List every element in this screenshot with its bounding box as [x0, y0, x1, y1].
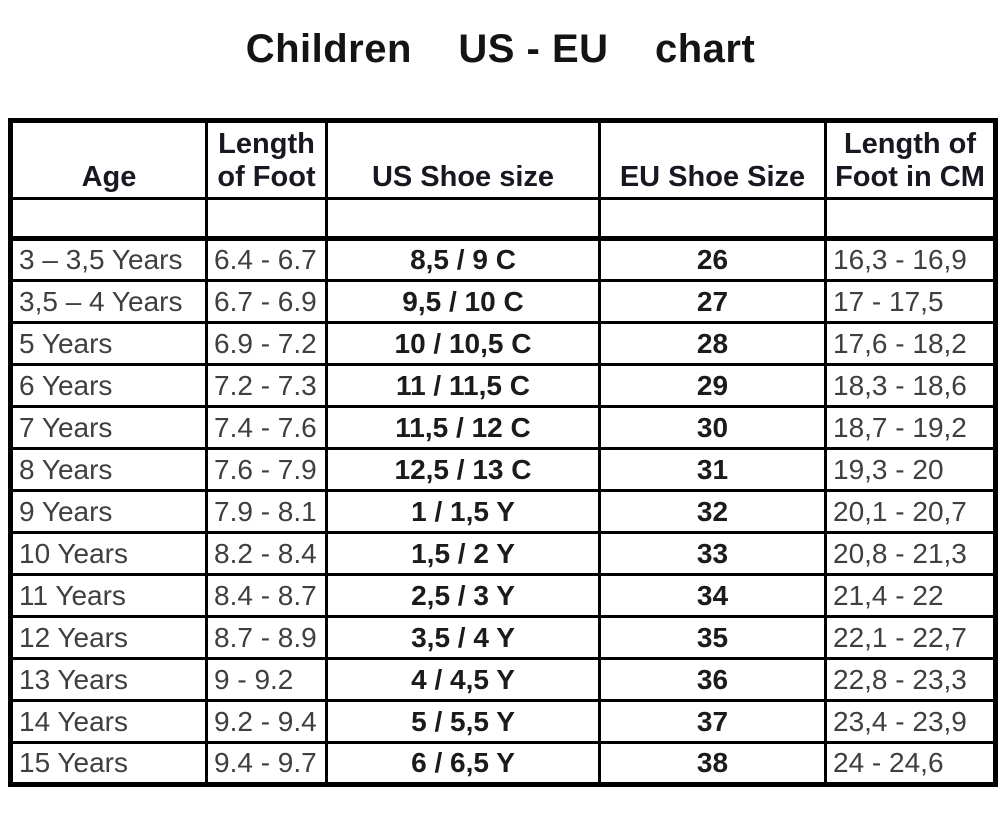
eu-size-cell: 29: [598, 363, 827, 408]
spacer-cell: [205, 197, 328, 241]
col-header-eu-size: EU Shoe Size: [598, 119, 827, 200]
eu-size-cell: 34: [598, 573, 827, 618]
spacer-cell: [9, 197, 208, 241]
us-size-cell: 2,5 / 3 Y: [325, 573, 601, 618]
foot-length-cell: 6.9 - 7.2: [205, 321, 328, 366]
eu-size-cell: 38: [598, 741, 827, 786]
age-cell: 12 Years: [9, 615, 208, 660]
foot-cm-cell: 24 - 24,6: [824, 741, 997, 786]
us-size-cell: 4 / 4,5 Y: [325, 657, 601, 702]
table-row: 14 Years 9.2 - 9.4 5 / 5,5 Y 37 23,4 - 2…: [9, 699, 997, 744]
table-row: 8 Years 7.6 - 7.9 12,5 / 13 C 31 19,3 - …: [9, 447, 997, 492]
foot-cm-cell: 17,6 - 18,2: [824, 321, 997, 366]
table-row: 9 Years 7.9 - 8.1 1 / 1,5 Y 32 20,1 - 20…: [9, 489, 997, 534]
table-row: 11 Years 8.4 - 8.7 2,5 / 3 Y 34 21,4 - 2…: [9, 573, 997, 618]
age-cell: 3 – 3,5 Years: [9, 237, 208, 282]
table-row: 6 Years 7.2 - 7.3 11 / 11,5 C 29 18,3 - …: [9, 363, 997, 408]
foot-length-cell: 9 - 9.2: [205, 657, 328, 702]
eu-size-cell: 27: [598, 279, 827, 324]
age-cell: 5 Years: [9, 321, 208, 366]
foot-cm-cell: 20,8 - 21,3: [824, 531, 997, 576]
spacer-cell: [824, 197, 997, 241]
foot-length-cell: 7.2 - 7.3: [205, 363, 328, 408]
eu-size-cell: 36: [598, 657, 827, 702]
col-header-foot-length: Length of Foot: [205, 119, 328, 200]
foot-cm-cell: 17 - 17,5: [824, 279, 997, 324]
table-row: 7 Years 7.4 - 7.6 11,5 / 12 C 30 18,7 - …: [9, 405, 997, 450]
foot-cm-cell: 22,8 - 23,3: [824, 657, 997, 702]
age-cell: 11 Years: [9, 573, 208, 618]
col-header-foot-cm: Length of Foot in CM: [824, 119, 997, 200]
table-row: 10 Years 8.2 - 8.4 1,5 / 2 Y 33 20,8 - 2…: [9, 531, 997, 576]
us-size-cell: 10 / 10,5 C: [325, 321, 601, 366]
us-size-cell: 12,5 / 13 C: [325, 447, 601, 492]
spacer-row: [9, 197, 997, 241]
foot-cm-cell: 19,3 - 20: [824, 447, 997, 492]
foot-cm-cell: 21,4 - 22: [824, 573, 997, 618]
eu-size-cell: 35: [598, 615, 827, 660]
foot-length-cell: 7.4 - 7.6: [205, 405, 328, 450]
age-cell: 13 Years: [9, 657, 208, 702]
us-size-cell: 11 / 11,5 C: [325, 363, 601, 408]
foot-cm-cell: 18,3 - 18,6: [824, 363, 997, 408]
age-cell: 15 Years: [9, 741, 208, 786]
foot-cm-cell: 23,4 - 23,9: [824, 699, 997, 744]
table-row: 5 Years 6.9 - 7.2 10 / 10,5 C 28 17,6 - …: [9, 321, 997, 366]
age-cell: 6 Years: [9, 363, 208, 408]
us-size-cell: 6 / 6,5 Y: [325, 741, 601, 786]
eu-size-cell: 28: [598, 321, 827, 366]
col-header-age: Age: [9, 119, 208, 200]
us-size-cell: 1 / 1,5 Y: [325, 489, 601, 534]
table-row: 15 Years 9.4 - 9.7 6 / 6,5 Y 38 24 - 24,…: [9, 741, 997, 786]
table-row: 12 Years 8.7 - 8.9 3,5 / 4 Y 35 22,1 - 2…: [9, 615, 997, 660]
eu-size-cell: 33: [598, 531, 827, 576]
foot-length-cell: 7.6 - 7.9: [205, 447, 328, 492]
eu-size-cell: 30: [598, 405, 827, 450]
table-row: 3 – 3,5 Years 6.4 - 6.7 8,5 / 9 C 26 16,…: [9, 237, 997, 282]
age-cell: 7 Years: [9, 405, 208, 450]
eu-size-cell: 31: [598, 447, 827, 492]
us-size-cell: 5 / 5,5 Y: [325, 699, 601, 744]
eu-size-cell: 26: [598, 237, 827, 282]
us-size-cell: 3,5 / 4 Y: [325, 615, 601, 660]
foot-cm-cell: 16,3 - 16,9: [824, 237, 997, 282]
age-cell: 10 Years: [9, 531, 208, 576]
us-size-cell: 8,5 / 9 C: [325, 237, 601, 282]
spacer-cell: [598, 197, 827, 241]
us-size-cell: 11,5 / 12 C: [325, 405, 601, 450]
age-cell: 9 Years: [9, 489, 208, 534]
foot-cm-cell: 20,1 - 20,7: [824, 489, 997, 534]
foot-length-cell: 8.2 - 8.4: [205, 531, 328, 576]
foot-length-cell: 9.2 - 9.4: [205, 699, 328, 744]
foot-cm-cell: 18,7 - 19,2: [824, 405, 997, 450]
col-header-us-size: US Shoe size: [325, 119, 601, 200]
foot-length-cell: 8.7 - 8.9: [205, 615, 328, 660]
age-cell: 8 Years: [9, 447, 208, 492]
us-size-cell: 9,5 / 10 C: [325, 279, 601, 324]
foot-length-cell: 6.4 - 6.7: [205, 237, 328, 282]
table-row: 13 Years 9 - 9.2 4 / 4,5 Y 36 22,8 - 23,…: [9, 657, 997, 702]
age-cell: 14 Years: [9, 699, 208, 744]
foot-length-cell: 8.4 - 8.7: [205, 573, 328, 618]
us-size-cell: 1,5 / 2 Y: [325, 531, 601, 576]
table-row: 3,5 – 4 Years 6.7 - 6.9 9,5 / 10 C 27 17…: [9, 279, 997, 324]
eu-size-cell: 37: [598, 699, 827, 744]
size-chart-table: Age Length of Foot US Shoe size EU Shoe …: [8, 118, 998, 787]
spacer-cell: [325, 197, 601, 241]
age-cell: 3,5 – 4 Years: [9, 279, 208, 324]
foot-length-cell: 6.7 - 6.9: [205, 279, 328, 324]
foot-length-cell: 7.9 - 8.1: [205, 489, 328, 534]
page-title: Children US - EU chart: [245, 27, 756, 71]
eu-size-cell: 32: [598, 489, 827, 534]
foot-length-cell: 9.4 - 9.7: [205, 741, 328, 786]
header-row: Age Length of Foot US Shoe size EU Shoe …: [9, 119, 997, 200]
foot-cm-cell: 22,1 - 22,7: [824, 615, 997, 660]
